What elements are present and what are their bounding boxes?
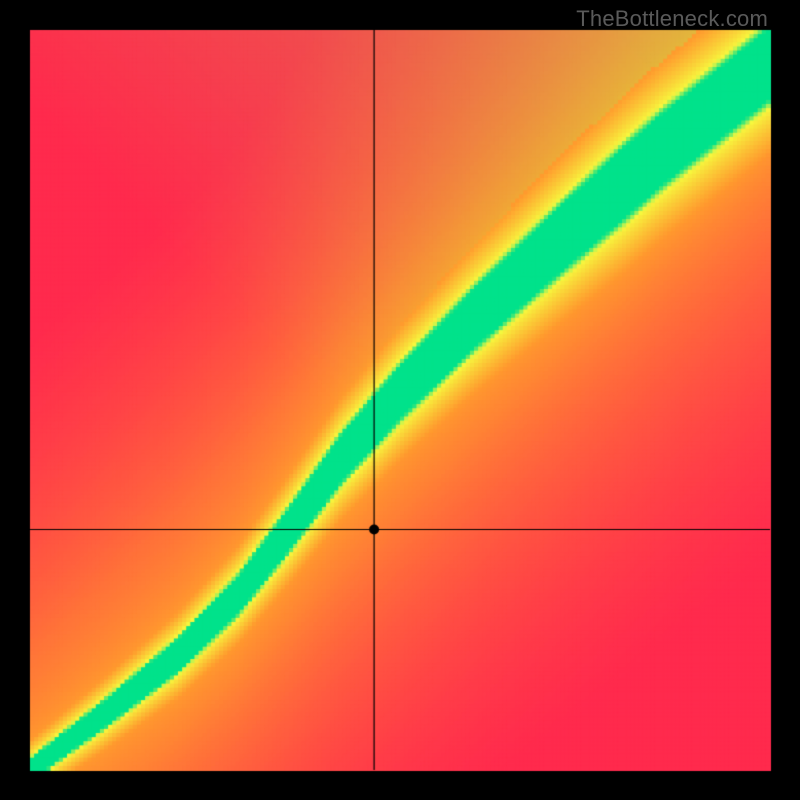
- watermark-text: TheBottleneck.com: [576, 6, 768, 32]
- chart-container: TheBottleneck.com: [0, 0, 800, 800]
- heatmap-canvas: [0, 0, 800, 800]
